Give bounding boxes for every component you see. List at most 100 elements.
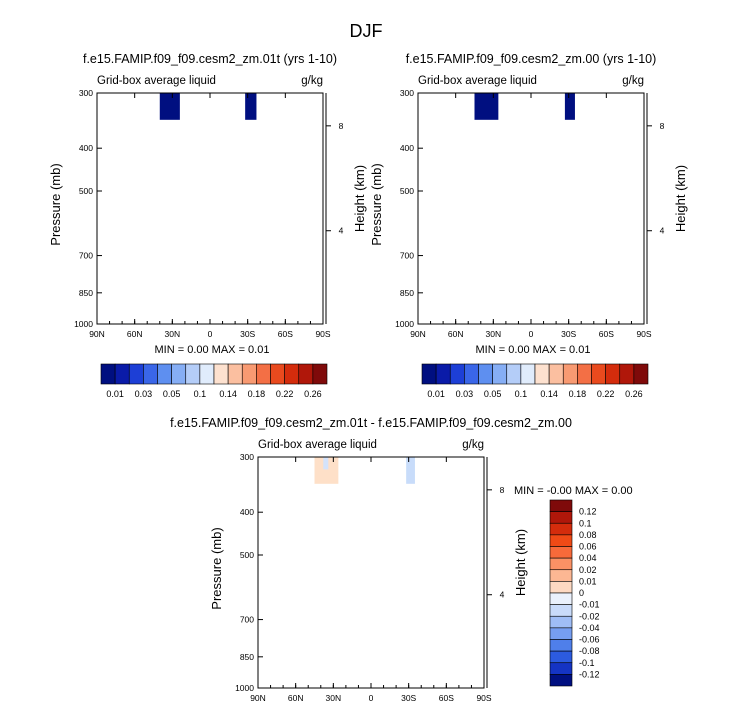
colorbar-horizontal-1: 0.01 0.03 0.05 0.1 0.14 0.18 0.22 0.26 — [100, 363, 328, 399]
y-tick-label: 1000 — [395, 319, 414, 329]
y-tick-label: 700 — [79, 251, 93, 261]
page-title: DJF — [350, 21, 383, 41]
x-tick-label: 30S — [240, 329, 255, 339]
colorbar-swatch — [549, 650, 573, 664]
y-tick-label: 500 — [400, 186, 414, 196]
y2-tick-label: 4 — [500, 590, 505, 600]
x-tick-label: 60N — [448, 329, 464, 339]
y-tick-label: 700 — [400, 251, 414, 261]
colorbar-swatch — [284, 363, 300, 385]
colorbar-swatch — [605, 363, 621, 385]
colorbar-swatch — [492, 363, 508, 385]
colorbar-swatch — [549, 581, 573, 594]
colorbar-label: -0.1 — [579, 658, 595, 668]
x-tick-label: 90S — [476, 693, 491, 703]
y-tick-label: 850 — [79, 288, 93, 298]
colorbar-swatch — [549, 511, 573, 524]
y2-axis-title: Height (km) — [513, 529, 528, 596]
y2-tick-label: 4 — [339, 226, 344, 236]
x-tick-label: 90N — [250, 693, 266, 703]
colorbar-label: -0.08 — [579, 646, 600, 656]
data-cell — [406, 457, 415, 484]
units-label: g/kg — [301, 75, 323, 87]
colorbar-label: -0.06 — [579, 635, 600, 645]
colorbar-swatch — [549, 546, 573, 559]
y-tick-label: 300 — [400, 88, 414, 98]
colorbar-label: 0.18 — [248, 389, 266, 399]
y-tick-label: 300 — [79, 88, 93, 98]
colorbar-swatch — [298, 363, 314, 385]
colorbar-label: -0.02 — [579, 611, 600, 621]
colorbar-swatch — [549, 674, 573, 687]
colorbar-swatch — [549, 639, 573, 652]
units-label: g/kg — [622, 75, 644, 87]
y-tick-label: 400 — [79, 143, 93, 153]
panel-2: f.e15.FAMIP.f09_f09.cesm2_zm.00 (yrs 1-1… — [369, 52, 688, 356]
x-tick-label: 30S — [401, 693, 416, 703]
colorbar-swatch — [312, 363, 328, 385]
y-tick-label: 700 — [240, 615, 254, 625]
x-tick-label: 90N — [410, 329, 426, 339]
colorbar-label: 0 — [579, 588, 584, 598]
data-cell — [323, 457, 329, 470]
colorbar-label: 0.1 — [194, 389, 207, 399]
colorbar-label: 0.1 — [515, 389, 528, 399]
panel-1: f.e15.FAMIP.f09_f09.cesm2_zm.01t (yrs 1-… — [48, 52, 367, 356]
colorbar-swatch — [549, 604, 573, 617]
data-cell — [474, 93, 499, 120]
colorbar-swatch — [227, 363, 243, 385]
colorbar-vertical: 0.120.1 0.08 0.060.04 0.020.01 0 -0.01-0.02 -0… — [549, 499, 600, 687]
colorbar-label: 0.06 — [579, 542, 597, 552]
colorbar-swatch — [185, 363, 201, 385]
colorbar-swatch — [143, 363, 158, 385]
y2-tick-label: 8 — [660, 121, 665, 131]
colorbar-label: 0.08 — [579, 530, 597, 540]
colorbar-swatch — [549, 534, 573, 547]
x-tick-label: 30N — [486, 329, 502, 339]
variable-label: Grid-box average liquid — [418, 75, 537, 87]
data-cell — [314, 457, 339, 484]
y-axis-title: Pressure (mb) — [369, 163, 384, 245]
colorbar-swatch — [549, 627, 573, 640]
y2-tick-label: 8 — [339, 121, 344, 131]
y-tick-label: 300 — [240, 452, 254, 462]
colorbar-label: 0.01 — [427, 389, 445, 399]
colorbar-swatch — [534, 363, 550, 385]
colorbar-label: 0.02 — [579, 565, 597, 575]
colorbar-swatch — [478, 363, 493, 385]
y-tick-label: 500 — [79, 186, 93, 196]
colorbar-swatch — [435, 363, 451, 385]
colorbar-swatch — [213, 363, 229, 385]
y-tick-label: 400 — [240, 507, 254, 517]
colorbar-label: 0.18 — [569, 389, 587, 399]
x-tick-label: 0 — [208, 329, 213, 339]
colorbar-swatch — [157, 363, 172, 385]
colorbar-swatch — [270, 363, 285, 385]
x-tick-label: 60S — [599, 329, 614, 339]
y-axis-title: Pressure (mb) — [48, 163, 63, 245]
colorbar-swatch — [562, 363, 578, 385]
colorbar-label: 0.01 — [579, 576, 597, 586]
stats-text: MIN = 0.00 MAX = 0.01 — [155, 344, 270, 356]
colorbar-swatch — [128, 363, 144, 385]
plot-frame — [96, 92, 324, 325]
plot-frame — [417, 92, 645, 325]
colorbar-swatch — [464, 363, 479, 385]
colorbar-label: 0.1 — [579, 518, 592, 528]
colorbar-swatch — [549, 569, 573, 582]
x-tick-label: 60N — [127, 329, 143, 339]
data-cell — [159, 93, 180, 120]
colorbar-label: 0.14 — [219, 389, 237, 399]
colorbar-swatch — [199, 363, 215, 385]
panel-title: f.e15.FAMIP.f09_f09.cesm2_zm.01t - f.e15… — [170, 416, 572, 430]
colorbar-label: 0.26 — [625, 389, 643, 399]
y2-axis-title: Height (km) — [673, 165, 688, 232]
y-tick-label: 500 — [240, 550, 254, 560]
panel-title: f.e15.FAMIP.f09_f09.cesm2_zm.00 (yrs 1-1… — [406, 52, 657, 66]
colorbar-swatch — [241, 363, 257, 385]
data-cell — [564, 93, 575, 120]
variable-label: Grid-box average liquid — [97, 75, 216, 87]
colorbar-swatch — [548, 363, 564, 385]
colorbar-label: 0.05 — [163, 389, 181, 399]
units-label: g/kg — [462, 439, 484, 451]
